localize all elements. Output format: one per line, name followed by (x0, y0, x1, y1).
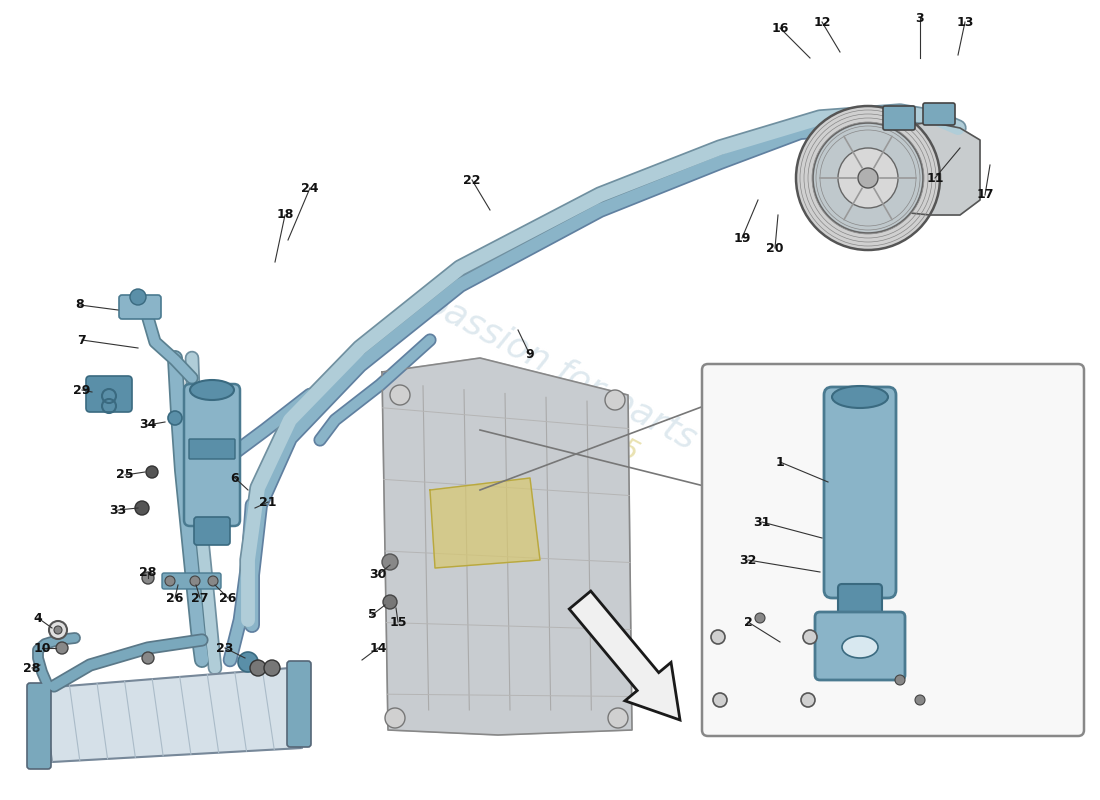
Text: 5: 5 (367, 609, 376, 622)
Text: 12: 12 (813, 15, 830, 29)
Circle shape (135, 501, 149, 515)
Text: 10: 10 (33, 642, 51, 654)
Text: 23: 23 (217, 642, 233, 654)
Text: 15: 15 (389, 615, 407, 629)
Text: 28: 28 (23, 662, 41, 674)
FancyBboxPatch shape (28, 683, 51, 769)
Text: 1: 1 (776, 455, 784, 469)
Text: 28: 28 (140, 566, 156, 578)
FancyBboxPatch shape (287, 661, 311, 747)
Circle shape (915, 695, 925, 705)
Circle shape (382, 554, 398, 570)
Text: 25: 25 (117, 469, 134, 482)
FancyBboxPatch shape (194, 517, 230, 545)
Circle shape (390, 385, 410, 405)
Text: 26: 26 (166, 591, 184, 605)
FancyBboxPatch shape (86, 376, 132, 412)
Text: 31: 31 (754, 515, 771, 529)
Text: 33: 33 (109, 503, 126, 517)
Text: 16: 16 (771, 22, 789, 34)
Circle shape (238, 652, 258, 672)
Circle shape (801, 693, 815, 707)
Circle shape (713, 693, 727, 707)
Circle shape (383, 595, 397, 609)
Circle shape (146, 466, 158, 478)
Text: 6: 6 (231, 471, 240, 485)
Text: since 1985: since 1985 (496, 372, 644, 468)
Circle shape (608, 708, 628, 728)
FancyArrow shape (569, 591, 680, 720)
Circle shape (54, 626, 62, 634)
Circle shape (165, 576, 175, 586)
Text: 19: 19 (734, 231, 750, 245)
Polygon shape (42, 668, 303, 762)
Circle shape (605, 390, 625, 410)
Text: 2: 2 (744, 615, 752, 629)
Circle shape (250, 660, 266, 676)
FancyBboxPatch shape (162, 573, 221, 589)
Circle shape (858, 168, 878, 188)
Text: 24: 24 (301, 182, 319, 194)
Circle shape (190, 576, 200, 586)
Circle shape (803, 630, 817, 644)
Text: 22: 22 (463, 174, 481, 186)
Circle shape (208, 576, 218, 586)
Circle shape (755, 613, 764, 623)
FancyBboxPatch shape (824, 387, 896, 598)
FancyBboxPatch shape (923, 103, 955, 125)
Circle shape (142, 572, 154, 584)
FancyBboxPatch shape (838, 584, 882, 622)
FancyBboxPatch shape (883, 106, 915, 130)
Circle shape (56, 642, 68, 654)
Text: 11: 11 (926, 171, 944, 185)
Polygon shape (382, 358, 632, 735)
Circle shape (385, 708, 405, 728)
Ellipse shape (842, 636, 878, 658)
Circle shape (142, 652, 154, 664)
Circle shape (895, 675, 905, 685)
Circle shape (168, 411, 182, 425)
Text: 18: 18 (276, 209, 294, 222)
Circle shape (130, 289, 146, 305)
Text: 3: 3 (915, 11, 924, 25)
Circle shape (796, 106, 940, 250)
Text: 32: 32 (739, 554, 757, 566)
Text: 29: 29 (74, 383, 90, 397)
Text: 17: 17 (977, 189, 993, 202)
Circle shape (813, 123, 923, 233)
Text: 13: 13 (956, 15, 974, 29)
Text: 26: 26 (219, 591, 236, 605)
Text: 21: 21 (260, 495, 277, 509)
Text: 14: 14 (370, 642, 387, 654)
Polygon shape (430, 478, 540, 568)
FancyBboxPatch shape (184, 384, 240, 526)
FancyBboxPatch shape (815, 612, 905, 680)
Circle shape (711, 630, 725, 644)
Text: passion for parts: passion for parts (418, 284, 702, 456)
FancyBboxPatch shape (189, 439, 235, 459)
Text: 7: 7 (78, 334, 87, 346)
Text: 20: 20 (767, 242, 783, 254)
FancyBboxPatch shape (702, 364, 1084, 736)
Text: 30: 30 (370, 569, 387, 582)
Ellipse shape (832, 386, 888, 408)
Text: 27: 27 (191, 591, 209, 605)
Text: 34: 34 (140, 418, 156, 431)
Ellipse shape (190, 380, 234, 400)
FancyBboxPatch shape (119, 295, 161, 319)
Circle shape (838, 148, 898, 208)
Polygon shape (880, 122, 980, 215)
Text: 8: 8 (76, 298, 85, 311)
Circle shape (264, 660, 280, 676)
Text: 4: 4 (34, 611, 43, 625)
Circle shape (50, 621, 67, 639)
Text: 9: 9 (526, 349, 535, 362)
